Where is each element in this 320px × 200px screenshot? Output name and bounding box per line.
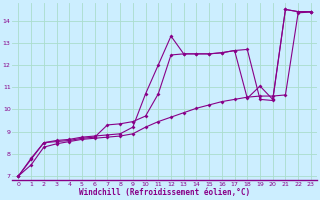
X-axis label: Windchill (Refroidissement éolien,°C): Windchill (Refroidissement éolien,°C) [79, 188, 250, 197]
